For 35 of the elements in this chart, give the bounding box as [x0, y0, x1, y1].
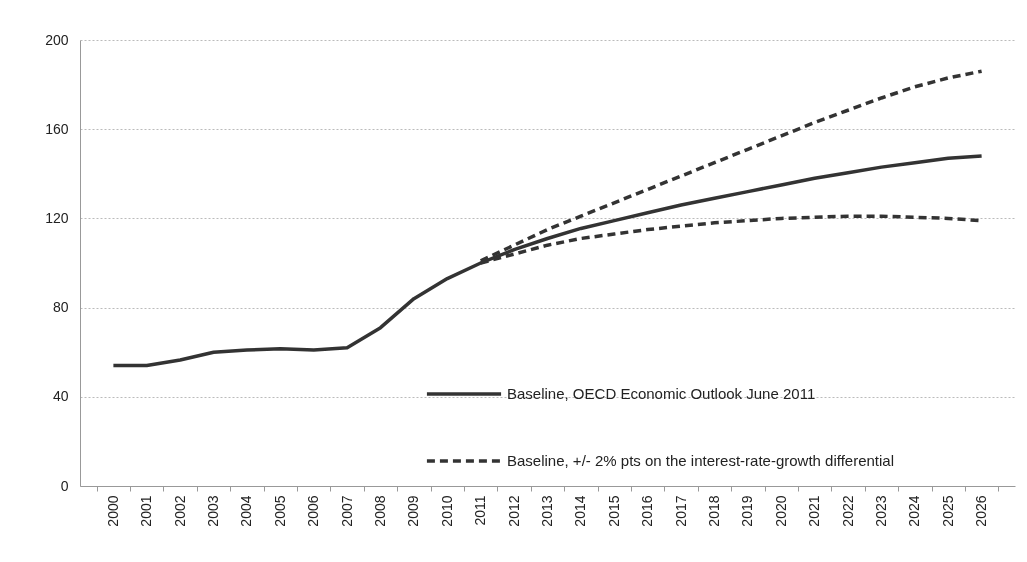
x-tick-label: 2022 — [839, 495, 856, 527]
x-tick-label: 2006 — [305, 495, 322, 527]
y-tick-label: 40 — [52, 388, 69, 405]
y-tick-label: 160 — [45, 120, 69, 137]
x-tick-label: 2003 — [205, 495, 222, 527]
x-tick-label: 2012 — [505, 495, 522, 527]
x-tick-label: 2026 — [973, 495, 990, 527]
x-tick-label: 2005 — [271, 495, 288, 527]
x-tick-label: 2020 — [772, 495, 789, 527]
x-tick-label: 2010 — [438, 495, 455, 527]
legend-label: Baseline, OECD Economic Outlook June 2011 — [507, 385, 816, 402]
y-tick-label: 200 — [45, 31, 69, 48]
x-tick-label: 2013 — [539, 495, 555, 527]
legend-label: Baseline, +/- 2% pts on the interest-rate-growth differential — [507, 452, 895, 469]
y-tick-label: 80 — [52, 299, 69, 316]
y-tick-label: 0 — [60, 477, 69, 494]
x-tick-label: 2000 — [104, 495, 121, 527]
x-tick-label: 2018 — [705, 495, 722, 527]
x-tick-label: 2009 — [405, 495, 422, 527]
y-tick-label: 120 — [45, 209, 69, 226]
x-tick-label: 2019 — [739, 495, 756, 527]
x-tick-label: 2014 — [572, 495, 589, 527]
x-tick-label: 2011 — [472, 495, 489, 526]
x-tick-label: 2015 — [605, 495, 622, 527]
x-tick-label: 2016 — [639, 495, 656, 527]
x-tick-label: 2021 — [806, 495, 823, 527]
x-tick-label: 2001 — [138, 495, 155, 527]
x-tick-label: 2023 — [872, 495, 889, 527]
x-tick-label: 2008 — [372, 495, 389, 527]
x-tick-label: 2002 — [171, 495, 188, 527]
x-tick-label: 2007 — [338, 495, 355, 527]
x-tick-label: 2004 — [238, 495, 255, 527]
x-tick-label: 2024 — [906, 495, 923, 527]
x-tick-label: 2025 — [939, 495, 956, 527]
x-tick-label: 2017 — [672, 495, 689, 527]
